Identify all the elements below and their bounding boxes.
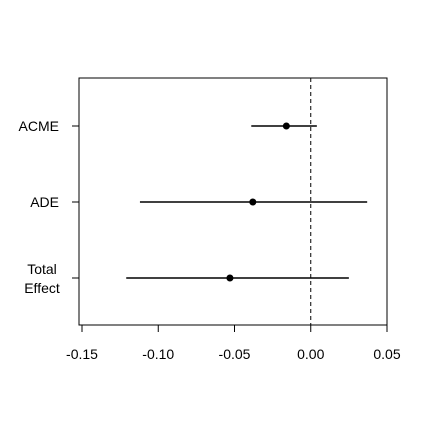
x-axis-ticks: -0.15 -0.10 -0.05 0.00 0.05	[66, 325, 401, 362]
y-tick-label: ADE	[30, 194, 59, 210]
x-tick-label: -0.15	[66, 346, 98, 362]
x-tick-label: -0.05	[219, 346, 251, 362]
x-tick-label: -0.10	[142, 346, 174, 362]
y-axis-ticks: ACME ADE Total Effect	[19, 118, 79, 296]
point-estimate	[282, 122, 290, 130]
x-tick-label: 0.05	[373, 346, 400, 362]
point-estimate	[226, 274, 234, 282]
x-tick-label: 0.00	[297, 346, 324, 362]
y-tick-label-line: Effect	[24, 280, 60, 296]
point-estimate	[249, 198, 257, 206]
y-tick-label: Total Effect	[24, 261, 60, 296]
y-tick-label-line: Total	[27, 261, 57, 277]
y-tick-label: ACME	[19, 118, 59, 134]
interval-marks	[126, 122, 368, 282]
